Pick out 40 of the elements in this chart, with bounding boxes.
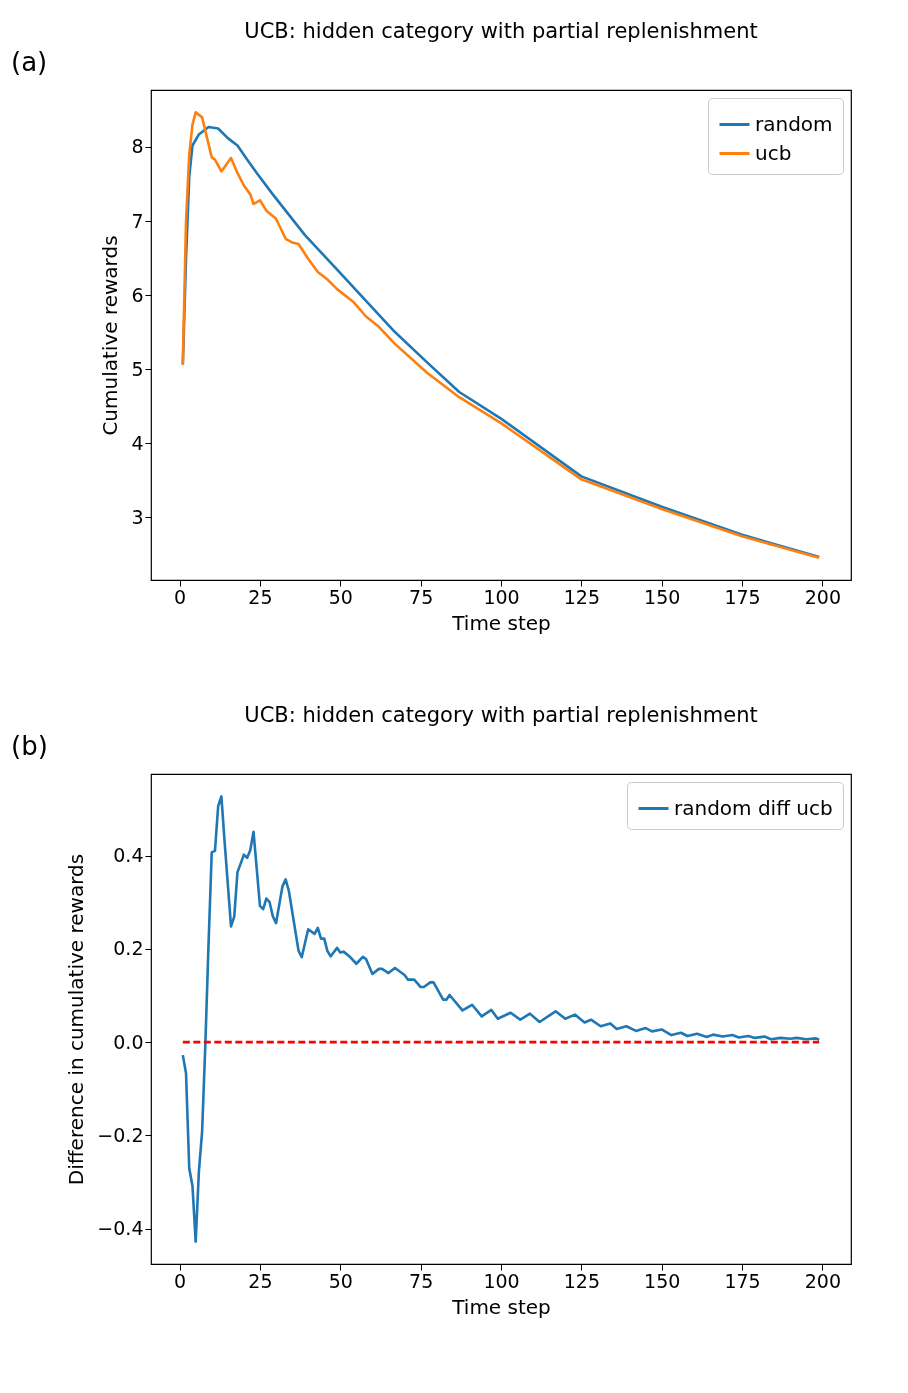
chart-title: UCB: hidden category with partial replenishment bbox=[244, 19, 758, 43]
x-axis-title: Time step bbox=[451, 610, 551, 635]
x-tick-label: 150 bbox=[644, 1269, 681, 1292]
x-tick-label: 50 bbox=[328, 1269, 353, 1292]
x-tick-label: 0 bbox=[174, 1269, 187, 1292]
text: (a) bbox=[11, 47, 48, 77]
y-tick-label: 0.4 bbox=[113, 844, 144, 867]
x-tick-label: 125 bbox=[563, 1269, 600, 1292]
legend-label: random diff ucb bbox=[674, 795, 833, 820]
x-tick-label: 200 bbox=[804, 585, 842, 608]
y-axis-title: Cumulative rewards bbox=[98, 235, 123, 436]
x-tick-label: 75 bbox=[409, 1269, 434, 1292]
legend-label: random bbox=[755, 111, 833, 136]
x-tick-label: 175 bbox=[724, 1269, 761, 1292]
y-tick-label: 3 bbox=[131, 505, 144, 528]
x-tick-label: 200 bbox=[804, 1269, 842, 1292]
x-tick-label: 100 bbox=[483, 1269, 520, 1292]
x-tick-label: 25 bbox=[248, 1269, 273, 1292]
x-tick-label: 125 bbox=[563, 585, 600, 608]
x-tick-label: 25 bbox=[248, 585, 273, 608]
chart-title: UCB: hidden category with partial replenishment bbox=[244, 703, 758, 727]
y-tick-label: 0.2 bbox=[113, 937, 144, 960]
y-axis-title: Difference in cumulative rewards bbox=[64, 853, 89, 1186]
y-tick-label: 4 bbox=[131, 431, 144, 454]
y-tick-label: −0.4 bbox=[97, 1217, 144, 1240]
legend-label: ucb bbox=[755, 140, 792, 165]
text: (b) bbox=[11, 731, 48, 761]
x-tick-label: 175 bbox=[724, 585, 761, 608]
y-tick-label: 0.0 bbox=[113, 1030, 144, 1053]
y-tick-label: −0.2 bbox=[97, 1123, 144, 1146]
y-tick-label: 6 bbox=[131, 283, 144, 306]
x-tick-label: 50 bbox=[328, 585, 353, 608]
x-tick-label: 75 bbox=[409, 585, 434, 608]
x-axis-title: Time step bbox=[451, 1294, 551, 1319]
y-tick-label: 7 bbox=[131, 209, 144, 232]
y-tick-label: 5 bbox=[131, 357, 144, 380]
y-tick-label: 8 bbox=[131, 135, 144, 158]
x-tick-label: 100 bbox=[483, 585, 520, 608]
x-tick-label: 0 bbox=[174, 585, 187, 608]
x-tick-label: 150 bbox=[644, 585, 681, 608]
